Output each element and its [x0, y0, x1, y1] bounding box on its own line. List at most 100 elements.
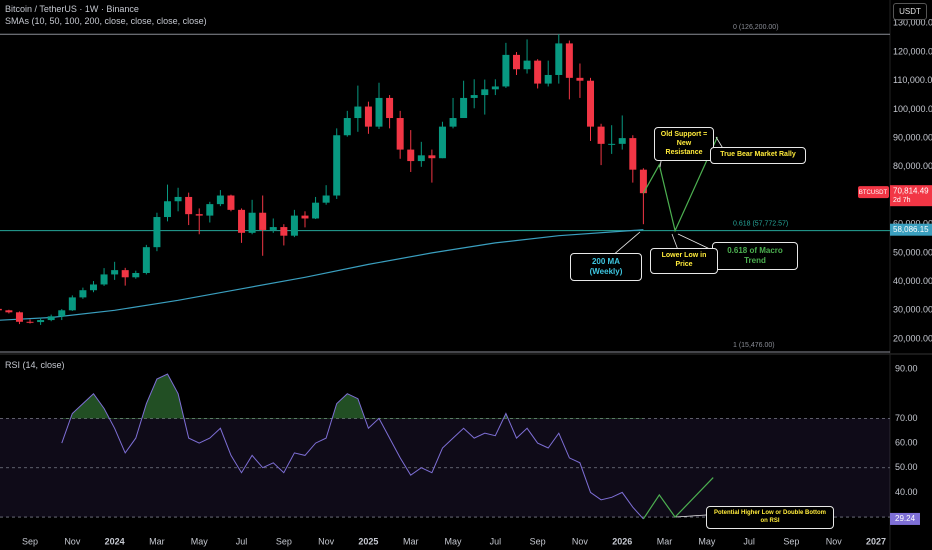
y-tick-label: 120,000.00	[893, 46, 932, 56]
candle-body	[5, 310, 13, 313]
candle-body	[364, 106, 372, 127]
candle-body	[407, 149, 415, 162]
candle-body	[58, 310, 66, 317]
candle-body	[227, 195, 235, 210]
x-tick-label: May	[698, 536, 716, 546]
candle-body	[89, 284, 97, 291]
candle-body	[26, 321, 34, 323]
candle-body	[460, 97, 468, 119]
fib-label: 0 (126,200.00)	[733, 24, 779, 31]
y-tick-label: 110,000.00	[893, 75, 932, 85]
x-tick-label: Jul	[236, 536, 248, 546]
y-tick-label: 50.00	[895, 462, 918, 472]
candle-body	[68, 297, 76, 311]
annotation-connector	[677, 233, 713, 251]
candle-body	[502, 54, 510, 87]
candle-body	[15, 312, 23, 322]
x-tick-label: Mar	[149, 536, 165, 546]
annotation: 200 MA (Weekly)	[570, 253, 642, 281]
candle-body	[375, 97, 383, 127]
candle-body	[111, 270, 119, 275]
rsi-title: RSI (14, close)	[5, 360, 65, 370]
candle-body	[301, 215, 309, 219]
candle-body	[312, 202, 320, 219]
price-badge-text: 70,814.49	[893, 186, 929, 195]
projection-line	[642, 136, 718, 233]
y-tick-label: 40,000.00	[893, 276, 932, 286]
symbol-badge-text: BTCUSDT	[859, 190, 888, 196]
currency-button[interactable]: USDT	[893, 3, 927, 20]
y-tick-label: 70.00	[895, 413, 918, 423]
candle-body	[544, 74, 552, 84]
rsi-badge-text: 29.24	[895, 514, 916, 523]
candle-body	[47, 316, 55, 321]
annotation-connector	[675, 514, 707, 518]
x-tick-label: Jul	[743, 536, 755, 546]
candle-body	[248, 212, 256, 233]
annotation-connector	[671, 233, 679, 251]
candle-body	[481, 89, 489, 96]
symbol-badge	[858, 186, 889, 199]
candle-body	[290, 215, 298, 236]
candle-body	[142, 247, 150, 273]
candle-body	[343, 118, 351, 136]
x-tick-label: Nov	[572, 536, 589, 546]
rsi-badge	[890, 512, 920, 525]
candle-body	[216, 195, 224, 205]
x-tick-label: Nov	[64, 536, 81, 546]
y-tick-label: 80,000.00	[893, 161, 932, 171]
annotation: 0.618 of Macro Trend	[712, 242, 798, 270]
candle-body	[629, 138, 637, 170]
candle-body	[639, 169, 647, 194]
x-tick-label: Sep	[276, 536, 292, 546]
candle-body	[512, 54, 520, 70]
x-tick-label: 2024	[105, 536, 125, 546]
candle-body	[618, 138, 626, 144]
candle-body	[37, 320, 45, 323]
candle-body	[565, 43, 573, 78]
candle-body	[0, 308, 2, 311]
countdown-text: 2d 7h	[893, 197, 911, 204]
candle-body	[269, 227, 277, 230]
candle-body	[597, 126, 605, 144]
y-tick-label: 60.00	[895, 437, 918, 447]
candle-body	[132, 272, 140, 278]
candle-body	[428, 155, 436, 159]
candle-body	[438, 126, 446, 159]
x-tick-label: Mar	[403, 536, 419, 546]
ma-badge-text: 58,086.15	[893, 225, 929, 234]
x-tick-label: 2026	[612, 536, 632, 546]
sma-line	[0, 229, 644, 321]
candle-body	[333, 135, 341, 196]
fib-label: 1 (15,476.00)	[733, 342, 775, 349]
x-tick-label: Jul	[490, 536, 502, 546]
x-tick-label: 2025	[358, 536, 378, 546]
candle-body	[396, 118, 404, 150]
indicator-label: SMAs (10, 50, 100, 200, close, close, cl…	[5, 16, 207, 26]
annotation: Old Support = New Resistance	[654, 127, 714, 162]
y-tick-label: 90,000.00	[893, 132, 932, 142]
x-tick-label: Mar	[657, 536, 673, 546]
candle-body	[386, 97, 394, 119]
candle-body	[185, 196, 193, 215]
candle-body	[100, 274, 108, 285]
fib-label: 0.618 (57,772.57)	[733, 220, 788, 227]
candle-body	[174, 196, 182, 202]
y-tick-label: 100,000.00	[893, 104, 932, 114]
candle-body	[587, 80, 595, 127]
annotation-connector	[611, 231, 641, 257]
annotation: Potential Higher Low or Double Bottom on…	[706, 506, 834, 529]
candle-body	[523, 60, 531, 70]
candle-body	[608, 143, 616, 145]
price-badge	[890, 185, 932, 207]
candle-body	[534, 60, 542, 84]
candle-body	[195, 214, 203, 216]
candle-body	[153, 217, 161, 248]
candle-body	[121, 270, 129, 278]
annotation: True Bear Market Rally	[710, 147, 806, 164]
candle-body	[449, 118, 457, 127]
y-tick-label: 60,000.00	[893, 219, 932, 229]
x-tick-label: 2027	[866, 536, 886, 546]
